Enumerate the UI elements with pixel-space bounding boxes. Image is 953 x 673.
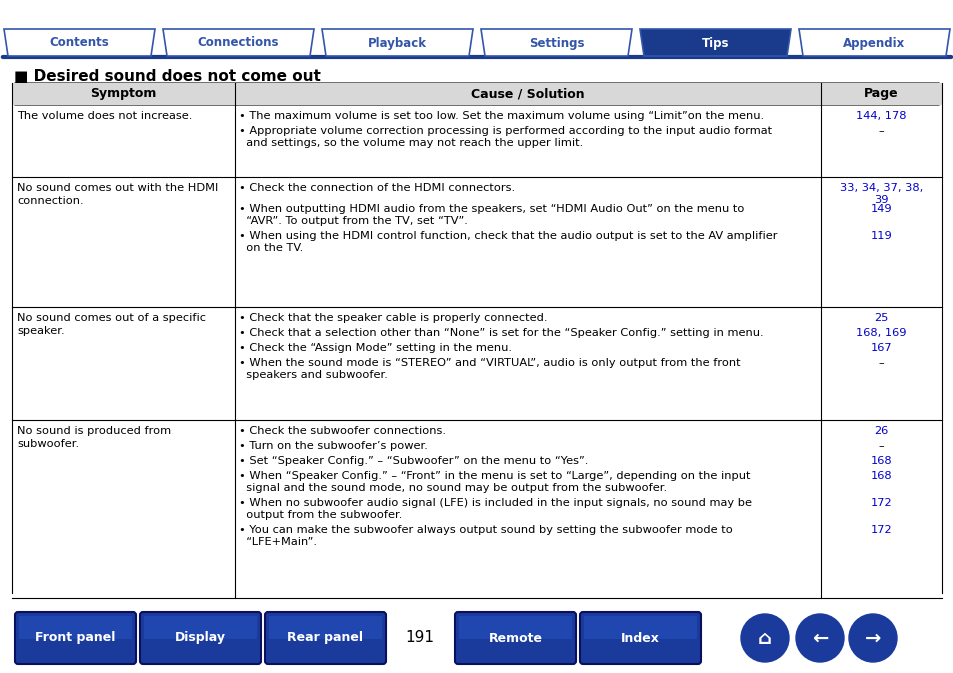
Polygon shape bbox=[163, 29, 314, 56]
Text: Contents: Contents bbox=[50, 36, 110, 50]
Text: Remote: Remote bbox=[488, 631, 542, 645]
Text: speaker.: speaker. bbox=[17, 326, 65, 336]
Text: 172: 172 bbox=[870, 498, 891, 508]
Text: output from the subwoofer.: output from the subwoofer. bbox=[239, 510, 402, 520]
Text: Index: Index bbox=[620, 631, 659, 645]
Text: 168, 169: 168, 169 bbox=[856, 328, 906, 338]
FancyBboxPatch shape bbox=[458, 616, 572, 639]
Circle shape bbox=[848, 614, 896, 662]
Text: 33, 34, 37, 38,: 33, 34, 37, 38, bbox=[839, 183, 923, 193]
Text: 25: 25 bbox=[874, 313, 888, 323]
Text: Connections: Connections bbox=[197, 36, 279, 50]
Text: →: → bbox=[864, 629, 881, 647]
Text: Display: Display bbox=[174, 631, 226, 645]
FancyBboxPatch shape bbox=[583, 616, 697, 639]
Text: Rear panel: Rear panel bbox=[287, 631, 363, 645]
Text: 168: 168 bbox=[870, 456, 891, 466]
Text: 167: 167 bbox=[870, 343, 891, 353]
Text: 26: 26 bbox=[874, 426, 888, 436]
Text: • Turn on the subwoofer’s power.: • Turn on the subwoofer’s power. bbox=[239, 441, 428, 451]
FancyBboxPatch shape bbox=[579, 612, 700, 664]
Text: • Check that the speaker cable is properly connected.: • Check that the speaker cable is proper… bbox=[239, 313, 547, 323]
Text: Appendix: Appendix bbox=[842, 36, 904, 50]
Text: No sound is produced from: No sound is produced from bbox=[17, 426, 171, 436]
Text: ⌂: ⌂ bbox=[758, 629, 771, 647]
Text: Front panel: Front panel bbox=[35, 631, 115, 645]
Text: and settings, so the volume may not reach the upper limit.: and settings, so the volume may not reac… bbox=[239, 138, 583, 148]
Text: Playback: Playback bbox=[368, 36, 427, 50]
Text: • Appropriate volume correction processing is performed according to the input a: • Appropriate volume correction processi… bbox=[239, 126, 772, 136]
Polygon shape bbox=[799, 29, 949, 56]
Text: subwoofer.: subwoofer. bbox=[17, 439, 79, 449]
Text: • The maximum volume is set too low. Set the maximum volume using “Limit”on the : • The maximum volume is set too low. Set… bbox=[239, 111, 763, 121]
Text: 149: 149 bbox=[870, 204, 891, 214]
Text: ■ Desired sound does not come out: ■ Desired sound does not come out bbox=[14, 69, 320, 84]
Text: No sound comes out with the HDMI: No sound comes out with the HDMI bbox=[17, 183, 218, 193]
Text: ←: ← bbox=[811, 629, 827, 647]
Text: • Check the subwoofer connections.: • Check the subwoofer connections. bbox=[239, 426, 446, 436]
Text: The volume does not increase.: The volume does not increase. bbox=[17, 111, 193, 121]
Text: 39: 39 bbox=[873, 195, 888, 205]
Bar bbox=[12, 83, 941, 105]
Text: 172: 172 bbox=[870, 525, 891, 535]
FancyBboxPatch shape bbox=[144, 616, 256, 639]
Text: • Set “Speaker Config.” – “Subwoofer” on the menu to “Yes”.: • Set “Speaker Config.” – “Subwoofer” on… bbox=[239, 456, 588, 466]
Text: • When no subwoofer audio signal (LFE) is included in the input signals, no soun: • When no subwoofer audio signal (LFE) i… bbox=[239, 498, 751, 508]
Text: –: – bbox=[878, 358, 883, 368]
Text: • Check the connection of the HDMI connectors.: • Check the connection of the HDMI conne… bbox=[239, 183, 515, 193]
Text: 191: 191 bbox=[405, 631, 434, 645]
Text: • Check the “Assign Mode” setting in the menu.: • Check the “Assign Mode” setting in the… bbox=[239, 343, 512, 353]
Text: • You can make the subwoofer always output sound by setting the subwoofer mode t: • You can make the subwoofer always outp… bbox=[239, 525, 732, 535]
Circle shape bbox=[795, 614, 843, 662]
Text: • When “Speaker Config.” – “Front” in the menu is set to “Large”, depending on t: • When “Speaker Config.” – “Front” in th… bbox=[239, 471, 750, 481]
Text: 119: 119 bbox=[870, 231, 891, 241]
Text: on the TV.: on the TV. bbox=[239, 243, 303, 253]
Text: Tips: Tips bbox=[701, 36, 728, 50]
Circle shape bbox=[740, 614, 788, 662]
Text: speakers and subwoofer.: speakers and subwoofer. bbox=[239, 370, 388, 380]
FancyBboxPatch shape bbox=[140, 612, 261, 664]
Text: signal and the sound mode, no sound may be output from the subwoofer.: signal and the sound mode, no sound may … bbox=[239, 483, 667, 493]
Text: Settings: Settings bbox=[528, 36, 583, 50]
Text: Symptom: Symptom bbox=[91, 87, 156, 100]
Polygon shape bbox=[480, 29, 631, 56]
Text: –: – bbox=[878, 441, 883, 451]
Polygon shape bbox=[4, 29, 154, 56]
FancyBboxPatch shape bbox=[455, 612, 576, 664]
Text: • When the sound mode is “STEREO” and “VIRTUAL”, audio is only output from the f: • When the sound mode is “STEREO” and “V… bbox=[239, 358, 740, 368]
FancyBboxPatch shape bbox=[19, 616, 132, 639]
Text: 144, 178: 144, 178 bbox=[856, 111, 906, 121]
FancyBboxPatch shape bbox=[265, 612, 386, 664]
Polygon shape bbox=[639, 29, 790, 56]
Text: “LFE+Main”.: “LFE+Main”. bbox=[239, 537, 316, 547]
Text: connection.: connection. bbox=[17, 196, 84, 206]
Text: • Check that a selection other than “None” is set for the “Speaker Config.” sett: • Check that a selection other than “Non… bbox=[239, 328, 763, 338]
Text: No sound comes out of a specific: No sound comes out of a specific bbox=[17, 313, 206, 323]
Text: • When using the HDMI control function, check that the audio output is set to th: • When using the HDMI control function, … bbox=[239, 231, 777, 241]
FancyBboxPatch shape bbox=[15, 612, 136, 664]
Text: Page: Page bbox=[863, 87, 898, 100]
Text: 168: 168 bbox=[870, 471, 891, 481]
Text: Cause / Solution: Cause / Solution bbox=[471, 87, 584, 100]
Polygon shape bbox=[322, 29, 473, 56]
Text: “AVR”. To output from the TV, set “TV”.: “AVR”. To output from the TV, set “TV”. bbox=[239, 216, 468, 226]
Text: • When outputting HDMI audio from the speakers, set “HDMI Audio Out” on the menu: • When outputting HDMI audio from the sp… bbox=[239, 204, 743, 214]
Text: –: – bbox=[878, 126, 883, 136]
FancyBboxPatch shape bbox=[269, 616, 381, 639]
